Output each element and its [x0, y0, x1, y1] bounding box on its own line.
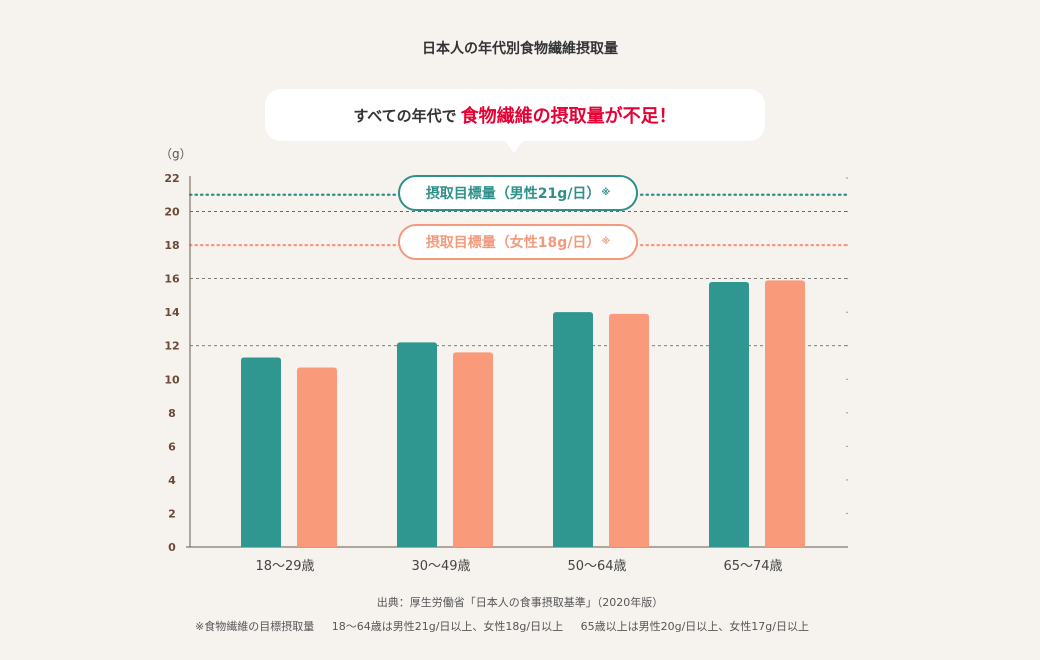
- footnote-heading: ※食物繊維の目標摂取量: [195, 620, 315, 633]
- target-label-female: 摂取目標量（女性18g/日） ※: [398, 224, 638, 260]
- y-tick-label-22: 22: [164, 172, 179, 185]
- target-female-mark: ※: [601, 237, 611, 247]
- target-male-mark: ※: [601, 188, 611, 198]
- y-tick-label-2: 2: [168, 507, 176, 520]
- source-note: 出典：厚生労働省「日本人の食事摂取基準」（2020年版）: [376, 596, 664, 609]
- bar-series1-2: [609, 313, 649, 547]
- callout-prefix: すべての年代で: [353, 106, 457, 125]
- x-tick-label-2: 50〜64歳: [567, 559, 626, 574]
- chart-title: 日本人の年代別食物繊維摂取量: [422, 41, 618, 57]
- y-tick-label-4: 4: [168, 474, 176, 487]
- footnote-over-65: 65歳以上は男性20g/日以上、女性17g/日以上: [580, 620, 809, 633]
- callout-tail: [505, 141, 523, 153]
- callout-emphasis: 食物繊維の摂取量が不足！: [460, 106, 677, 127]
- y-tick-label-14: 14: [164, 306, 180, 319]
- x-tick-label-3: 65〜74歳: [723, 559, 782, 574]
- y-tick-label-8: 8: [168, 407, 176, 420]
- bar-series0-2: [553, 312, 593, 547]
- y-tick-label-6: 6: [168, 440, 176, 453]
- bar-series1-0: [297, 367, 337, 547]
- target-label-male: 摂取目標量（男性21g/日） ※: [398, 175, 638, 211]
- y-tick-label-20: 20: [164, 206, 180, 219]
- y-axis-unit: （g）: [160, 147, 192, 161]
- x-tick-label-1: 30〜49歳: [411, 559, 470, 574]
- footnote: ※食物繊維の目標摂取量 18〜64歳は男性21g/日以上、女性18g/日以上 6…: [195, 618, 1015, 634]
- y-tick-label-0: 0: [168, 541, 176, 554]
- bar-series0-0: [241, 357, 281, 547]
- bar-series0-3: [709, 281, 749, 547]
- bar-series1-3: [765, 280, 805, 547]
- y-tick-label-18: 18: [164, 239, 179, 252]
- footnote-under-65: 18〜64歳は男性21g/日以上、女性18g/日以上: [331, 620, 564, 633]
- y-tick-label-10: 10: [164, 373, 180, 386]
- target-female-text: 摂取目標量（女性18g/日）: [425, 235, 601, 251]
- y-tick-label-16: 16: [164, 273, 180, 286]
- bar-series0-1: [397, 342, 437, 547]
- target-male-text: 摂取目標量（男性21g/日）: [425, 186, 601, 202]
- y-tick-label-12: 12: [164, 340, 179, 353]
- callout-bubble: すべての年代で 食物繊維の摂取量が不足！: [265, 89, 765, 153]
- x-tick-label-0: 18〜29歳: [255, 559, 314, 574]
- bar-series1-1: [453, 352, 493, 547]
